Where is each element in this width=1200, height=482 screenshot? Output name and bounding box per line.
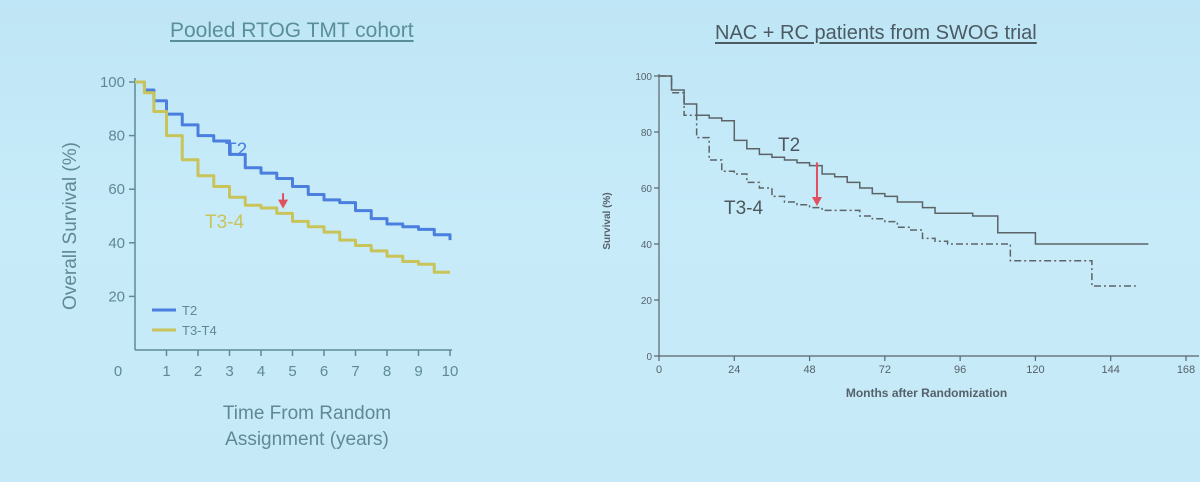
right-series-label-T3-4: T3-4: [724, 198, 764, 219]
right-x-tick-label-168: 168: [1177, 364, 1195, 376]
right-chart-title: NAC + RC patients from SWOG trial: [715, 22, 1037, 44]
left-series-label-T3-4: T3-4: [205, 212, 245, 233]
left-legend-label-T2: T2: [182, 303, 197, 318]
left-y-tick-label-80: 80: [108, 128, 125, 145]
right-x-tick-label-72: 72: [879, 364, 891, 376]
left-chart-title: Pooled RTOG TMT cohort: [170, 19, 414, 42]
right-arrow-annotation: [811, 162, 822, 206]
left-legend-label-T3-T4: T3-T4: [182, 323, 217, 338]
right-x-tick-label-24: 24: [728, 364, 740, 376]
left-x-tick-label-0: 0: [114, 363, 122, 380]
right-y-tick-label-80: 80: [641, 128, 653, 139]
right-y-tick-label-40: 40: [641, 240, 653, 251]
left-x-axis-label-line1: Time From Random: [223, 403, 391, 424]
left-x-tick-label-7: 7: [351, 363, 359, 380]
left-x-tick-label-4: 4: [257, 363, 265, 380]
left-series-label-T2: T2: [225, 140, 247, 161]
right-y-tick-label-0: 0: [646, 352, 652, 363]
left-x-tick-label-8: 8: [383, 363, 391, 380]
left-series-line-T2: [135, 80, 452, 241]
right-x-axis-label: Months after Randomization: [846, 386, 1007, 400]
left-y-axis-label: Overall Survival (%): [60, 142, 81, 310]
left-x-tick-label-3: 3: [225, 363, 233, 380]
left-y-tick-label-100: 100: [100, 74, 125, 91]
left-x-tick-label-1: 1: [162, 363, 170, 380]
left-y-tick-label-60: 60: [108, 181, 125, 198]
right-x-tick-label-48: 48: [803, 364, 815, 376]
right-y-tick-label-100: 100: [635, 72, 652, 83]
left-series-line-T3-T4: [135, 80, 450, 274]
right-x-tick-label-144: 144: [1102, 364, 1120, 376]
left-y-tick-label-40: 40: [108, 235, 125, 252]
right-y-axis-label: Survival (%): [602, 192, 613, 249]
left-x-tick-label-6: 6: [320, 363, 328, 380]
left-x-tick-label-5: 5: [288, 363, 296, 380]
right-series-label-T2: T2: [778, 135, 800, 156]
left-x-tick-label-9: 9: [414, 363, 422, 380]
left-y-tick-label-20: 20: [108, 288, 125, 305]
left-x-tick-label-2: 2: [194, 363, 202, 380]
right-y-tick-label-60: 60: [641, 184, 653, 195]
left-x-tick-label-10: 10: [442, 363, 459, 380]
left-arrow-annotation-head: [278, 199, 289, 209]
right-series-line-T2: [659, 75, 1149, 245]
left-x-axis-label-line2: Assignment (years): [225, 429, 389, 450]
right-chart: 0 20 40 60 80 100 0 24 48 72 96 120 144 168 Survival (…: [602, 72, 1199, 400]
right-arrow-annotation-head: [811, 197, 822, 206]
left-chart: 20 40 60 80 100 0 1 2 3 4 5 6 7 8 9 10 Overall Survival …: [60, 74, 458, 450]
left-arrow-annotation: [278, 193, 289, 209]
right-x-tick-label-120: 120: [1026, 364, 1044, 376]
right-x-tick-label-96: 96: [954, 364, 966, 376]
right-series-line-T3-4: [659, 75, 1136, 287]
right-y-tick-label-20: 20: [641, 296, 653, 307]
right-x-tick-label-0: 0: [656, 364, 662, 376]
